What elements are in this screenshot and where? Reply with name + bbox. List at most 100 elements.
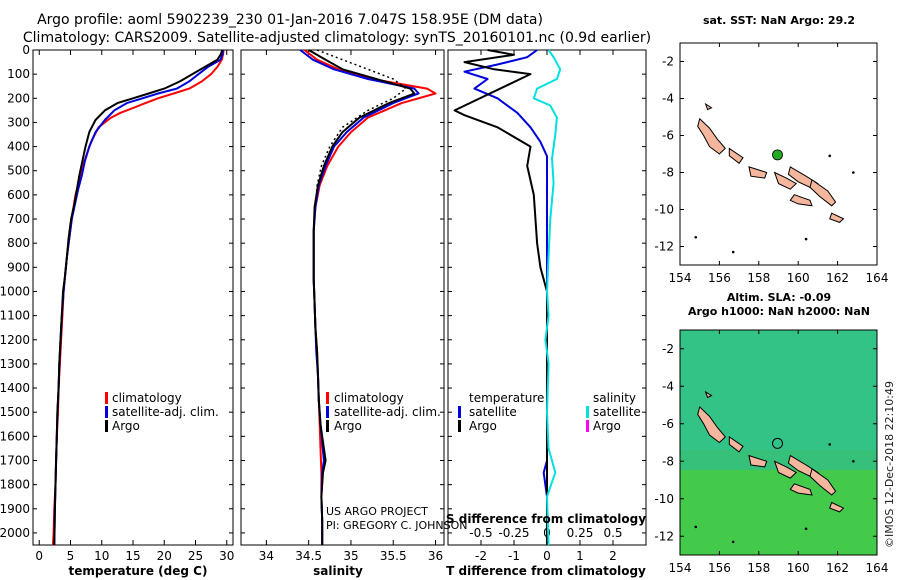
island-outline xyxy=(829,212,845,223)
map-x-tick-label: 158 xyxy=(747,561,770,575)
map-sla-title-line2: Argo h1000: NaN h2000: NaN xyxy=(688,305,870,318)
temperature-plot: 0 5 10 15 20 25 30 xyxy=(35,49,234,563)
map-sla-frame xyxy=(679,329,878,556)
map-x-tick-label: 162 xyxy=(826,561,849,575)
x-tick-label: 35 xyxy=(343,549,358,563)
islet-dot xyxy=(828,154,832,158)
island-outline xyxy=(697,117,726,155)
island-outline xyxy=(704,102,713,111)
legend-swatch-climatology xyxy=(105,392,108,404)
credit-project: US ARGO PROJECT xyxy=(326,505,428,518)
island-outline xyxy=(809,179,837,207)
legend-swatch-satellite xyxy=(326,406,329,418)
map-sst-islands xyxy=(694,102,855,254)
map-y-tick-label: -4 xyxy=(662,379,674,393)
legend-label-argo: Argo xyxy=(112,419,140,433)
x-tick-label: 34 xyxy=(259,549,274,563)
depth-tick-label: 800 xyxy=(7,236,30,250)
island-outline xyxy=(773,460,798,479)
map-x-tick-label: 164 xyxy=(866,561,889,575)
s-tick-label: 0.25 xyxy=(567,526,594,540)
island-outline xyxy=(789,483,813,496)
legend-label-s-satellite: satellite xyxy=(593,405,641,419)
depth-tick-label: 600 xyxy=(7,188,30,202)
x-tick-label: 2 xyxy=(609,549,617,563)
map-sla-title-line1: Altim. SLA: -0.09 xyxy=(727,291,831,304)
temperature-legend: climatology satellite-adj. clim. Argo xyxy=(105,391,219,433)
depth-tick-label: 1200 xyxy=(0,333,30,347)
map-x-tick-label: 154 xyxy=(669,271,692,285)
legend-label-climatology: climatology xyxy=(112,391,182,405)
series-climatology xyxy=(52,49,225,546)
map-x-tick-label: 156 xyxy=(708,271,731,285)
argo-float-marker xyxy=(772,149,783,161)
map-x-tick-label: 160 xyxy=(787,561,810,575)
depth-tick-label: 1500 xyxy=(0,405,30,419)
map-x-tick-label: 158 xyxy=(747,271,770,285)
depth-tick-label: 1800 xyxy=(0,478,30,492)
depth-tick-label: 500 xyxy=(7,164,30,178)
difference-xlabel: T difference from climatology xyxy=(446,564,646,578)
salinity-panel-frame xyxy=(240,49,445,546)
depth-tick-label: 1100 xyxy=(0,309,30,323)
map-y-tick-label: -2 xyxy=(662,342,674,356)
legend-label-climatology: climatology xyxy=(334,391,404,405)
depth-tick-label: 700 xyxy=(7,212,30,226)
credit-pi: PI: GREGORY C. JOHNSON xyxy=(326,519,467,532)
x-tick-label: 5 xyxy=(67,549,75,563)
legend-swatch-argo xyxy=(326,420,329,432)
salinity-plot: 34 34.5 35 35.5 36 xyxy=(259,49,443,563)
x-tick-label: -2 xyxy=(475,549,487,563)
legend-label-argo: Argo xyxy=(334,419,362,433)
depth-tick-label: 1300 xyxy=(0,357,30,371)
legend-swatch-climatology xyxy=(326,392,329,404)
map-x-tick-label: 164 xyxy=(866,271,889,285)
temperature-xlabel: temperature (deg C) xyxy=(69,564,208,578)
sla-highlight-right xyxy=(730,525,810,555)
x-tick-label: 35.5 xyxy=(380,549,407,563)
difference-plot: -2 -1 0 1 2-0.5 -0.25 0 0.25 0.5 xyxy=(453,49,623,563)
islet-dot xyxy=(828,443,832,446)
depth-axis: 0 100 200 300 400 500 600 700 800 900 1000 1100 1200… xyxy=(0,43,646,540)
island-outline xyxy=(728,435,744,453)
map-y-tick-label: -2 xyxy=(662,55,674,69)
series-satellite-adj-clim- xyxy=(53,49,224,546)
legend-label-s-argo: Argo xyxy=(593,419,621,433)
legend-swatch-s-argo xyxy=(586,420,589,432)
legend-label-t-satellite: satellite xyxy=(469,405,517,419)
map-y-tick-label: -6 xyxy=(662,417,674,431)
depth-tick-label: 1000 xyxy=(0,284,30,298)
argo-float-marker-outline xyxy=(772,437,784,449)
imos-stamp: ©IMOS 12-Dec-2018 22:10:49 xyxy=(883,381,896,548)
depth-tick-label: 0 xyxy=(22,43,30,57)
depth-tick-label: 400 xyxy=(7,140,30,154)
legend-swatch-argo xyxy=(105,420,108,432)
series-t-argo xyxy=(453,49,548,545)
legend-swatch-satellite xyxy=(105,406,108,418)
islet-dot xyxy=(804,527,808,531)
legend-label-satellite: satellite-adj. clim. xyxy=(334,405,441,419)
x-tick-label: 34.5 xyxy=(295,549,322,563)
x-tick-label: 20 xyxy=(157,549,172,563)
map-y-tick-label: -8 xyxy=(662,454,674,468)
island-outline xyxy=(789,194,813,207)
x-tick-label: -1 xyxy=(508,549,520,563)
map-y-tick-label: -8 xyxy=(662,166,674,180)
islet-dot xyxy=(852,459,855,463)
islet-dot xyxy=(694,525,698,529)
salinity-legend: climatology satellite-adj. clim. Argo xyxy=(326,391,441,433)
map-sla-islands xyxy=(694,390,855,544)
x-tick-label: 25 xyxy=(188,549,203,563)
x-tick-label: 15 xyxy=(125,549,140,563)
map-x-tick-label: 162 xyxy=(826,271,849,285)
islet-dot xyxy=(852,171,855,174)
s-tick-label: 0.5 xyxy=(603,526,622,540)
map-sst-title: sat. SST: NaN Argo: 29.2 xyxy=(703,14,855,27)
depth-tick-label: 900 xyxy=(7,260,30,274)
series-argo xyxy=(53,49,224,546)
islet-dot xyxy=(804,237,808,241)
depth-tick-label: 200 xyxy=(7,91,30,105)
series-t-satellite xyxy=(463,49,548,545)
difference-legend: temperature satellite Argo salinity sate… xyxy=(458,391,641,433)
map-y-tick-label: -10 xyxy=(654,492,674,506)
